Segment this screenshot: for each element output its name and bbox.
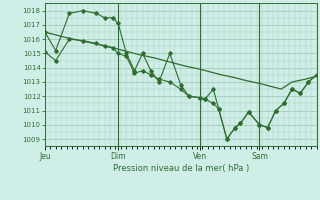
X-axis label: Pression niveau de la mer( hPa ): Pression niveau de la mer( hPa ) bbox=[113, 164, 249, 173]
